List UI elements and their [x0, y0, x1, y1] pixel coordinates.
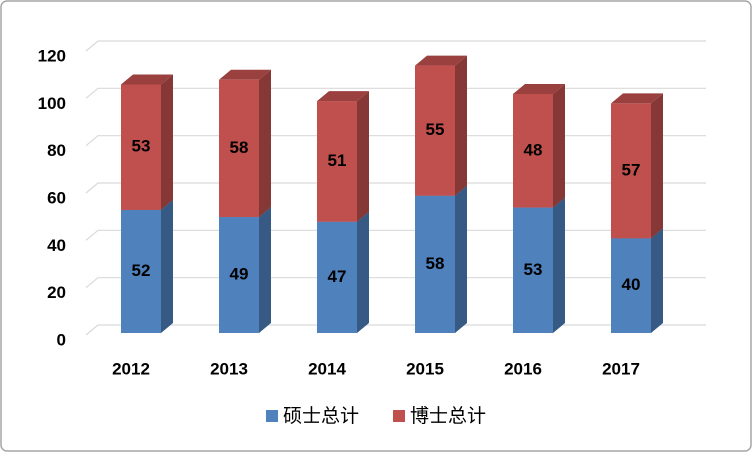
value-label: 40 — [622, 275, 641, 294]
value-label: 51 — [328, 151, 347, 170]
bar-side — [651, 93, 663, 239]
value-label: 53 — [132, 137, 151, 156]
grid-line — [85, 87, 706, 99]
value-label: 49 — [230, 265, 249, 284]
bar-side — [553, 83, 565, 208]
value-label: 58 — [426, 254, 445, 273]
bar — [513, 93, 553, 208]
grid-line — [85, 229, 706, 241]
x-tick-label: 2017 — [602, 359, 640, 378]
bar-top — [317, 91, 369, 102]
bar — [415, 195, 455, 333]
y-tick-label: 20 — [47, 283, 66, 302]
value-label: 57 — [622, 160, 641, 179]
bar — [611, 238, 651, 333]
bar-side — [259, 69, 271, 218]
value-label: 52 — [132, 261, 151, 280]
x-tick-label: 2013 — [210, 359, 248, 378]
bar-side — [455, 185, 467, 333]
x-tick-label: 2012 — [112, 359, 150, 378]
x-tick-label: 2014 — [308, 359, 346, 378]
bar — [219, 79, 259, 218]
grid-line — [85, 135, 706, 147]
value-label: 58 — [230, 138, 249, 157]
value-label: 47 — [328, 267, 347, 286]
grid-line — [85, 40, 706, 52]
bar-top — [611, 93, 663, 104]
value-label: 53 — [524, 260, 543, 279]
x-tick-label: 2015 — [406, 359, 444, 378]
grid-line — [85, 277, 706, 289]
legend-swatch — [266, 410, 278, 422]
value-label: 55 — [426, 120, 445, 139]
y-tick-label: 0 — [57, 330, 66, 349]
bar-side — [357, 211, 369, 333]
legend-label: 博士总计 — [410, 405, 486, 427]
y-tick-label: 100 — [38, 94, 66, 113]
grid-line — [85, 182, 706, 194]
y-tick-label: 60 — [47, 188, 66, 207]
bar-side — [161, 74, 173, 210]
bar-side — [651, 228, 663, 333]
x-tick-label: 2016 — [504, 359, 542, 378]
value-label: 48 — [524, 140, 543, 159]
bar-top — [513, 83, 565, 94]
grid-line — [85, 324, 706, 336]
bar — [317, 221, 357, 333]
bar-side — [553, 197, 565, 333]
bar — [317, 101, 357, 222]
bar — [513, 207, 553, 333]
legend-label: 硕士总计 — [283, 405, 359, 427]
bar-top — [415, 55, 467, 66]
legend-swatch — [393, 410, 405, 422]
bar-side — [455, 55, 467, 196]
bar-top — [219, 69, 271, 80]
bar — [219, 217, 259, 333]
bar-side — [161, 199, 173, 333]
bar-side — [259, 207, 271, 333]
bar — [415, 65, 455, 196]
bar — [121, 84, 161, 210]
bar — [121, 209, 161, 333]
bar — [611, 103, 651, 239]
y-tick-label: 40 — [47, 236, 66, 255]
bar-side — [357, 91, 369, 222]
bar-top — [121, 74, 173, 85]
y-tick-label: 120 — [38, 46, 66, 65]
y-tick-label: 80 — [47, 141, 66, 160]
